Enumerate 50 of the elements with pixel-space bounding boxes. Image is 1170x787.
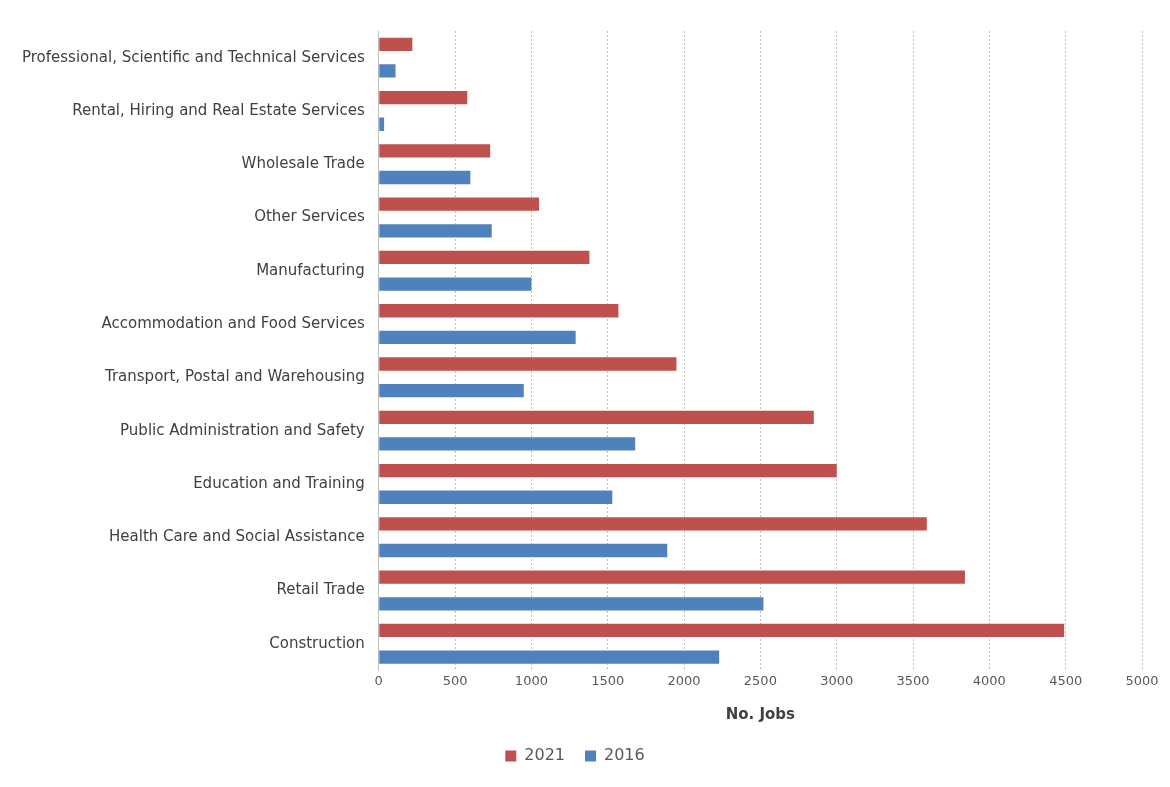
bar — [379, 650, 720, 664]
bar — [379, 224, 492, 238]
x-tick-label: 500 — [442, 672, 468, 688]
bar — [379, 330, 576, 345]
legend-label: 2016 — [604, 745, 645, 765]
x-tick-label: 1000 — [514, 672, 548, 688]
y-tick-label: Public Administration and Safety — [120, 420, 365, 439]
bar — [379, 250, 590, 265]
y-tick-label: Transport, Postal and Warehousing — [103, 367, 365, 386]
bar — [379, 304, 619, 318]
bar — [379, 543, 668, 558]
bar — [379, 410, 814, 424]
legend-label: 2021 — [524, 745, 565, 765]
x-tick-label: 3500 — [896, 672, 930, 688]
bar — [379, 64, 396, 78]
x-tick-label: 2000 — [667, 672, 701, 688]
bar — [379, 37, 413, 51]
bar — [379, 437, 636, 451]
y-tick-label: Accommodation and Food Services — [101, 313, 365, 332]
bar — [379, 623, 1065, 638]
y-tick-label: Other Services — [254, 207, 365, 226]
y-tick-label: Retail Trade — [276, 580, 365, 599]
y-tick-label: Professional, Scientific and Technical Services — [21, 47, 365, 66]
x-tick-label: 1500 — [591, 672, 625, 688]
bar — [379, 384, 524, 398]
x-axis-title: No. Jobs — [725, 704, 796, 723]
bar — [379, 597, 764, 611]
bar — [379, 144, 491, 158]
x-tick-label: 5000 — [1125, 672, 1159, 688]
bar — [379, 117, 385, 131]
y-tick-label: Manufacturing — [256, 260, 365, 279]
bar — [379, 490, 613, 504]
x-tick-label: 3000 — [820, 672, 854, 688]
y-tick-label: Rental, Hiring and Real Estate Services — [72, 100, 365, 119]
bar — [379, 277, 532, 291]
bar — [379, 197, 540, 211]
bar — [379, 517, 927, 531]
x-tick-label: 0 — [374, 672, 383, 688]
bar — [379, 570, 965, 584]
y-tick-label: Education and Training — [193, 473, 365, 492]
bar — [379, 463, 837, 478]
y-tick-label: Health Care and Social Assistance — [109, 527, 365, 546]
x-tick-label: 2500 — [743, 672, 777, 688]
y-tick-label: Construction — [269, 633, 365, 652]
bar — [379, 170, 471, 185]
bar — [379, 90, 468, 105]
bar — [379, 357, 677, 371]
y-tick-label: Wholesale Trade — [241, 154, 365, 173]
x-tick-label: 4500 — [1049, 672, 1083, 688]
x-tick-label: 4000 — [972, 672, 1006, 688]
